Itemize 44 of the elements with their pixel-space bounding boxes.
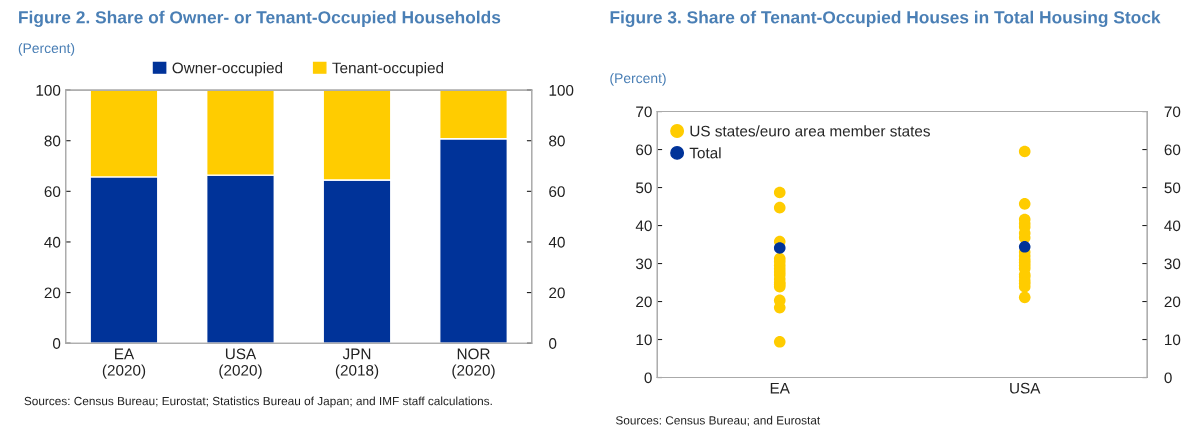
y2-tick-label: 80 [549, 135, 565, 147]
y2-tick-label: 70 [1164, 106, 1181, 118]
legend-label: Tenant-occupied [332, 62, 444, 77]
chart-title: Figure 2. Share of Owner- or Tenant-Occupied Households [19, 10, 501, 27]
y2-tick-label: 50 [1164, 182, 1181, 194]
y2-tick-label: 40 [1164, 220, 1181, 232]
y-tick-label: 100 [36, 84, 61, 96]
chart-title: Figure 3. Share of Tenant-Occupied Houses in Total Housing Stock [610, 10, 1161, 27]
y-tick-label: 60 [636, 144, 652, 156]
chart-subtitle: (Percent) [610, 72, 666, 86]
y-tick-label: 30 [635, 258, 652, 270]
chart-subtitle: (Percent) [18, 42, 75, 56]
y-tick-label: 40 [635, 220, 652, 232]
y-tick-label: 20 [44, 287, 61, 299]
y-tick-label: 20 [636, 296, 652, 308]
y2-tick-label: 20 [549, 287, 565, 299]
y-tick-label: 60 [44, 186, 61, 198]
y2-tick-label: 30 [1164, 258, 1181, 270]
y2-tick-label: 0 [1164, 372, 1172, 384]
y2-tick-label: 100 [549, 84, 574, 96]
x-tick-label: EA [770, 382, 790, 394]
legend-label: Owner-occupied [172, 62, 283, 77]
y2-tick-label: 60 [1164, 144, 1181, 156]
y-tick-label: 50 [636, 182, 652, 194]
x-tick-label: USA (2020) [219, 348, 262, 379]
y-tick-label: 0 [52, 338, 61, 349]
y2-tick-label: 0 [549, 338, 557, 349]
y2-tick-label: 10 [1165, 334, 1181, 346]
y2-tick-label: 60 [549, 186, 565, 198]
y-tick-label: 0 [644, 372, 652, 384]
y2-tick-label: 20 [1164, 296, 1181, 308]
legend-label: US states/euro area member states [690, 125, 930, 137]
source-note: Sources: Census Bureau; Eurostat; Statistics Bureau of Japan; and IMF staff calculations. [24, 396, 492, 408]
y-tick-label: 10 [636, 334, 652, 346]
y2-tick-label: 40 [548, 236, 565, 248]
y-tick-label: 70 [636, 106, 652, 118]
source-note: Sources: Census Bureau; and Eurostat [615, 415, 821, 426]
x-tick-label: JPN (2018) [335, 348, 379, 379]
y-tick-label: 40 [44, 236, 61, 248]
x-tick-label: USA [1010, 382, 1041, 394]
legend-label: Total [689, 147, 721, 159]
x-tick-label: EA (2020) [102, 348, 146, 379]
y-tick-label: 80 [44, 135, 61, 147]
x-tick-label: NOR (2020) [452, 348, 495, 379]
